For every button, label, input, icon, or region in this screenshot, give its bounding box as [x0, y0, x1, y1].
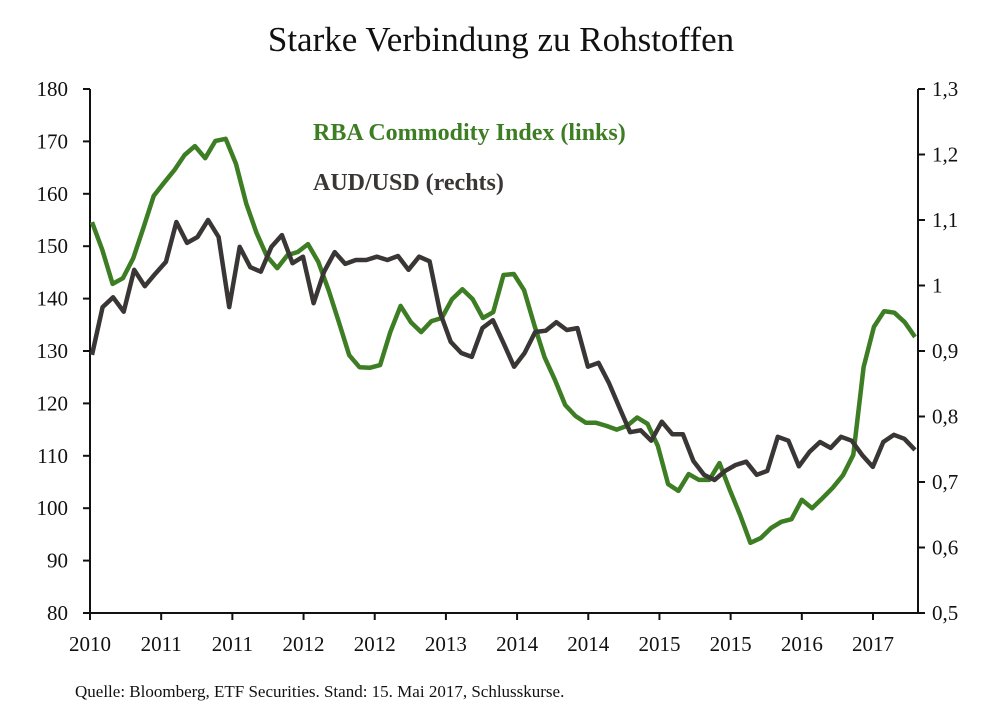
x-tick-label: 2013	[425, 632, 467, 656]
x-tick-label: 2016	[781, 632, 823, 656]
x-tick-label: 2017	[852, 632, 894, 656]
left-tick-label: 120	[37, 391, 69, 415]
right-tick-label: 1,2	[932, 143, 958, 167]
right-tick-label: 1,1	[932, 208, 958, 232]
left-tick-label: 110	[37, 444, 68, 468]
left-tick-label: 150	[37, 234, 69, 258]
x-tick-label: 2012	[354, 632, 396, 656]
left-tick-label: 160	[37, 182, 69, 206]
x-tick-label: 2014	[496, 632, 539, 656]
source-note: Quelle: Bloomberg, ETF Securities. Stand…	[75, 682, 564, 701]
left-tick-label: 100	[37, 496, 69, 520]
right-tick-label: 0,6	[932, 536, 958, 560]
series-line-1	[89, 217, 917, 483]
left-tick-label: 140	[37, 287, 69, 311]
left-tick-label: 80	[47, 601, 68, 625]
left-tick-label: 180	[37, 77, 69, 101]
x-tick-label: 2015	[638, 632, 680, 656]
left-tick-label: 170	[37, 129, 69, 153]
chart-title: Starke Verbindung zu Rohstoffen	[268, 20, 734, 59]
legend-aud-usd: AUD/USD (rechts)	[313, 170, 504, 196]
x-tick-label: 2010	[69, 632, 111, 656]
right-tick-label: 1,3	[932, 77, 958, 101]
right-tick-label: 0,8	[932, 405, 958, 429]
right-tick-label: 0,7	[932, 470, 958, 494]
x-tick-label: 2014	[567, 632, 610, 656]
x-tick-label: 2011	[141, 632, 182, 656]
right-tick-label: 0,9	[932, 339, 958, 363]
left-tick-label: 90	[47, 549, 68, 573]
right-tick-label: 1	[932, 274, 943, 298]
x-tick-label: 2012	[283, 632, 325, 656]
legend-commodity-index: RBA Commodity Index (links)	[313, 120, 626, 146]
left-tick-label: 130	[37, 339, 69, 363]
axes: 80 90 100 110 120 130 140 150 160 170 180 0,5 0,6 0,7…	[37, 77, 959, 656]
plot-lines	[89, 136, 917, 546]
x-tick-label: 2011	[212, 632, 253, 656]
right-tick-label: 0,5	[932, 601, 958, 625]
x-tick-label: 2015	[710, 632, 752, 656]
series-line-0	[89, 136, 917, 546]
